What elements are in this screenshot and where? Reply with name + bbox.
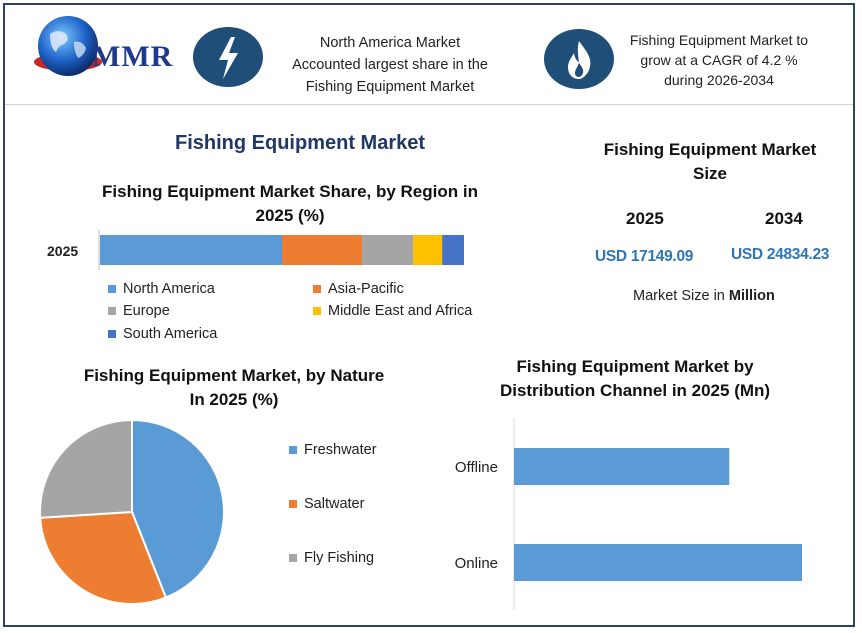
nature-pie-chart (39, 418, 225, 605)
legend-south-america: South America (108, 326, 217, 342)
legend-swatch (108, 285, 116, 293)
market-size-title: Fishing Equipment Market Size (590, 138, 830, 186)
nature-chart-title-line: Fishing Equipment Market, by Nature (83, 366, 385, 385)
market-size-value-2025: USD 17149.09 (595, 248, 694, 265)
channel-category-label: Online (455, 555, 498, 572)
channel-category-label: Offline (455, 459, 498, 476)
channel-bar-offline (514, 448, 730, 485)
region-bar-segment-asia-pacific (282, 235, 363, 265)
legend-label: Europe (123, 303, 170, 319)
channel-chart-title-line: Fishing Equipment Market by (516, 357, 754, 376)
channel-chart-title: Fishing Equipment Market by Distribution… (470, 355, 800, 403)
region-bar-segment-middle-east-and-africa (413, 235, 443, 265)
legend-swatch (289, 500, 297, 508)
highlight-1-line: Accounted largest share in the (292, 57, 488, 73)
market-size-unit-bold: Million (728, 288, 775, 304)
highlight-2-line: grow at a CAGR of 4.2 % (640, 52, 798, 68)
legend-swatch (108, 307, 116, 315)
legend-swatch (289, 446, 297, 454)
legend-label: Asia-Pacific (328, 281, 404, 297)
legend-freshwater: Freshwater (289, 442, 377, 458)
legend-label: North America (123, 281, 215, 297)
logo: MMR (28, 12, 178, 82)
legend-europe: Europe (108, 303, 170, 319)
legend-label: Middle East and Africa (328, 303, 473, 319)
legend-fly-fishing: Fly Fishing (289, 550, 374, 566)
highlight-1-line: Fishing Equipment Market (305, 79, 475, 95)
pie-slice-fly-fishing (39, 418, 133, 519)
nature-chart-title-line: In 2025 (%) (189, 390, 279, 409)
nature-chart-title: Fishing Equipment Market, by Nature In 2… (60, 364, 408, 412)
header-divider (5, 104, 853, 105)
legend-swatch (108, 330, 116, 338)
legend-asia-pacific: Asia-Pacific (313, 281, 404, 297)
channel-bar-chart: Offline Online (455, 418, 802, 610)
legend-label: Fly Fishing (304, 550, 375, 566)
highlight-1-text: North America Market Accounted largest s… (270, 32, 510, 98)
pie-slice-saltwater (39, 510, 168, 605)
legend-label: Freshwater (304, 442, 377, 458)
channel-bar-online (514, 544, 802, 581)
market-size-title-line: Fishing Equipment Market (603, 140, 817, 159)
legend-swatch (289, 554, 297, 562)
highlight-1-badge (193, 27, 263, 87)
legend-label: Saltwater (304, 496, 365, 512)
market-size-year-2025: 2025 (626, 209, 664, 228)
region-category-label: 2025 (47, 243, 79, 259)
highlight-2-text: Fishing Equipment Market to grow at a CA… (612, 30, 826, 90)
legend-north-america: North America (108, 281, 215, 297)
market-size-unit: Market Size in Million (633, 288, 775, 304)
highlight-2-badge (544, 29, 614, 89)
main-title: Fishing Equipment Market (174, 132, 426, 154)
region-bar-segment-north-america (100, 235, 282, 265)
legend-swatch (313, 307, 321, 315)
highlight-2-line: during 2026-2034 (664, 72, 774, 88)
region-bar-segment-europe (362, 235, 414, 265)
pie-slice-freshwater (131, 418, 225, 599)
market-size-unit-prefix: Market Size in (633, 288, 729, 304)
channel-chart-title-line: Distribution Channel in 2025 (Mn) (499, 381, 771, 400)
region-chart-title: Fishing Equipment Market Share, by Regio… (80, 180, 500, 228)
region-chart-title-line: Fishing Equipment Market Share, by Regio… (102, 182, 478, 201)
market-size-year-2034: 2034 (765, 209, 803, 228)
region-chart-title-line: 2025 (%) (255, 206, 325, 225)
legend-middle-east-africa: Middle East and Africa (313, 303, 472, 319)
legend-label: South America (123, 326, 218, 342)
logo-text: MMR (92, 40, 174, 73)
infographic-frame (3, 3, 855, 627)
legend-swatch (313, 285, 321, 293)
market-size-value-2034: USD 24834.23 (731, 246, 830, 263)
region-bar-segment-south-america (442, 235, 464, 265)
region-stacked-bar (98, 230, 464, 270)
highlight-1-line: North America Market (319, 35, 461, 51)
highlight-2-line: Fishing Equipment Market to (629, 32, 809, 48)
legend-saltwater: Saltwater (289, 496, 364, 512)
lightning-icon (219, 37, 238, 79)
market-size-title-line: Size (692, 164, 728, 183)
globe-icon (34, 16, 102, 76)
flame-icon (568, 41, 591, 79)
